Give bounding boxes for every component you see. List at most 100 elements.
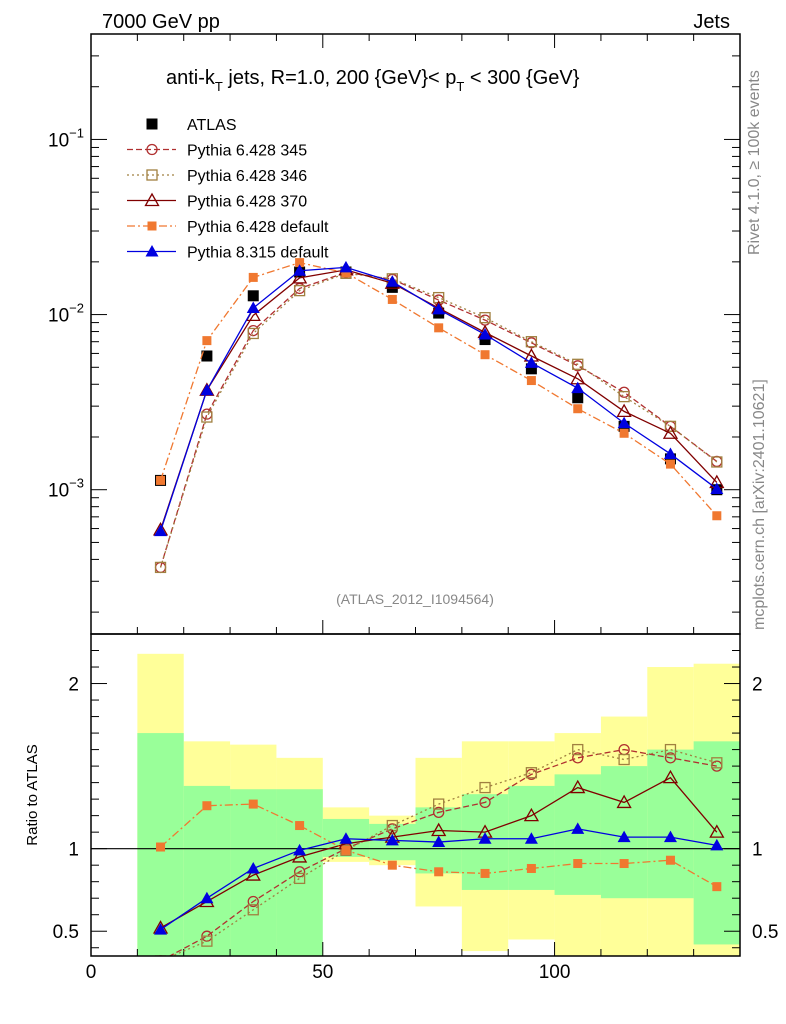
ratio-data-point: [248, 799, 258, 809]
ratio-plot-panel: 0.5 0.5 1 1 2 2 0 50 100 Ratio to ATLAS: [24, 633, 778, 983]
legend-label: Pythia 6.428 345: [187, 143, 307, 160]
rivet-version-label: Rivet 4.1.0, ≥ 100k events: [746, 70, 763, 255]
ratio-y-tick-label-left: 1: [68, 840, 79, 861]
ratio-y-tick-label-right: 0.5: [752, 922, 778, 943]
data-point: [525, 336, 538, 348]
main-plot-area: [91, 34, 740, 634]
legend-marker: [145, 245, 159, 257]
ratio-data-point: [154, 955, 167, 956]
data-point: [386, 281, 398, 293]
ratio-data-point: [295, 821, 305, 831]
data-point: [246, 301, 260, 314]
ratio-data-point: [571, 822, 585, 834]
data-point: [616, 403, 632, 418]
data-point: [341, 268, 351, 278]
ratio-data-point: [433, 806, 445, 818]
legend: ATLAS Pythia 6.428 345 Pythia 6.428 346 Pyt…: [127, 117, 329, 262]
ratio-data-point: [246, 861, 260, 874]
ratio-y-tick-label-right: 1: [752, 840, 763, 861]
main-plot-panel: 10−3 10−2 10−1 anti-kT jets, R=1.0, 200 {G…: [48, 33, 741, 635]
ratio-data-point: [200, 891, 214, 904]
ratio-data-point: [572, 752, 584, 764]
data-point: [291, 270, 308, 284]
ratio-data-point: [618, 753, 630, 766]
ratio-data-point: [245, 867, 261, 881]
ratio-data-point: [154, 923, 168, 935]
ratio-series-pythia-6-428-default: [156, 799, 722, 892]
data-point: [478, 327, 492, 340]
y-tick-label-main: 10−1: [48, 125, 84, 151]
ratio-data-point: [202, 801, 212, 811]
data-point: [617, 416, 631, 429]
ratio-series-line: [170, 748, 717, 956]
ratio-series-group: [152, 743, 725, 956]
plot-title: anti-kT jets, R=1.0, 200 {GeV}< pT < 300…: [166, 67, 580, 94]
ratio-data-point: [247, 904, 259, 916]
legend-label: Pythia 8.315 default: [187, 245, 329, 262]
inner-uncertainty-band: [183, 785, 231, 956]
data-point: [293, 264, 307, 276]
data-point: [201, 350, 213, 362]
ratio-data-point: [523, 807, 540, 822]
ratio-y-tick-label-left: 2: [68, 675, 79, 696]
main-series-group: [152, 258, 725, 574]
header-right-label: Jets: [693, 11, 730, 33]
ratio-y-tick-label-right: 2: [752, 675, 763, 696]
header-left-label: 7000 GeV pp: [102, 11, 220, 33]
ratio-data-point: [480, 868, 490, 878]
data-point: [202, 336, 212, 346]
ratio-data-point: [664, 752, 677, 764]
ratio-y-axis-label: Ratio to ATLAS: [24, 744, 41, 845]
data-point: [385, 275, 399, 287]
x-tick-label: 50: [312, 962, 333, 983]
data-point: [154, 561, 167, 574]
data-point: [247, 290, 259, 302]
data-point: [619, 428, 629, 438]
data-point: [573, 404, 583, 414]
ratio-data-point: [573, 859, 583, 869]
ratio-data-point: [572, 743, 584, 756]
ratio-data-point: [291, 849, 308, 863]
data-point: [664, 420, 677, 433]
data-point: [432, 302, 446, 315]
data-point: [710, 482, 724, 494]
data-point: [571, 381, 585, 394]
data-point: [479, 312, 491, 324]
data-point: [295, 258, 305, 268]
inner-uncertainty-band: [276, 789, 323, 956]
ratio-data-point: [665, 855, 675, 865]
mcplots-label: mcplots.cern.ch [arXiv:2401.10621]: [751, 379, 768, 630]
legend-marker: [146, 118, 158, 130]
data-point: [293, 284, 306, 297]
ratio-data-point: [201, 935, 213, 947]
data-point: [524, 356, 538, 368]
ratio-data-point: [293, 866, 306, 878]
ratio-data-point: [711, 757, 723, 769]
ratio-axis-ticks: 0.5 0.5 1 1 2 2 0 50 100: [53, 650, 778, 983]
data-point: [247, 327, 259, 340]
ratio-data-point: [156, 842, 166, 852]
data-point: [662, 425, 679, 439]
data-point: [200, 383, 214, 396]
data-point: [665, 459, 675, 469]
data-point: [711, 456, 723, 468]
inner-uncertainty-band: [554, 774, 601, 895]
ratio-data-point: [663, 830, 677, 843]
ratio-data-point: [432, 835, 446, 848]
data-point: [154, 524, 168, 537]
analysis-watermark: (ATLAS_2012_I1094564): [336, 591, 494, 607]
series-pythia-6-428-default: [156, 258, 722, 521]
ratio-data-point: [387, 860, 397, 870]
legend-label: Pythia 6.428 370: [187, 194, 307, 211]
ratio-data-point: [339, 832, 353, 844]
ratio-data-point: [478, 832, 492, 844]
legend-label: Pythia 6.428 346: [187, 168, 307, 185]
x-tick-label: 0: [86, 962, 97, 983]
legend-label: Pythia 6.428 default: [187, 219, 329, 236]
ratio-data-point: [525, 767, 538, 779]
ratio-data-point: [340, 844, 352, 856]
ratio-data-point: [616, 794, 632, 809]
data-point: [663, 447, 677, 459]
series-pythia-6-428-346: [154, 267, 723, 574]
